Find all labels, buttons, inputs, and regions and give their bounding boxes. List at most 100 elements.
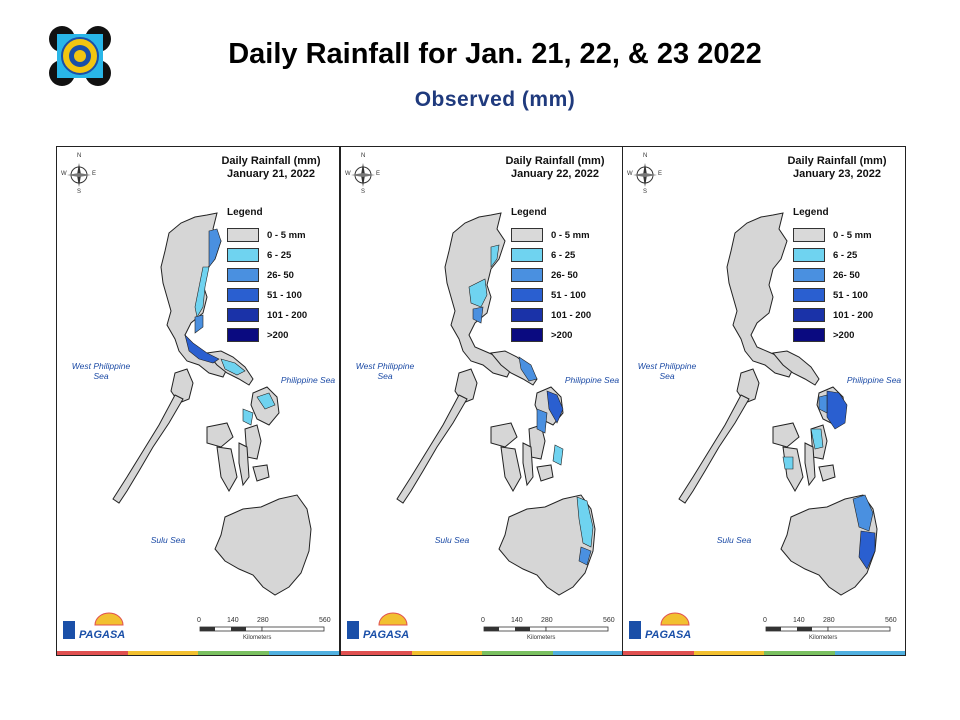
rainfall-area — [518, 356, 538, 382]
scale-tick-label: 560 — [885, 617, 897, 624]
legend-swatch — [793, 328, 825, 342]
legend-swatch — [227, 228, 259, 242]
legend-item: 6 - 25 — [227, 247, 291, 263]
island-shape — [490, 350, 538, 386]
scale-tick-label: 280 — [823, 617, 835, 624]
legend-label: 51 - 100 — [833, 289, 868, 301]
stripe-segment — [57, 651, 128, 655]
island-shape — [522, 442, 534, 487]
legend-item: 101 - 200 — [511, 307, 591, 323]
legend-label: >200 — [267, 329, 289, 341]
page-title: Daily Rainfall for Jan. 21, 22, & 23 202… — [228, 38, 762, 70]
pagasa-logo-icon — [629, 612, 690, 639]
stripe-segment — [411, 651, 482, 655]
rainfall-area — [818, 394, 828, 414]
legend-label: >200 — [551, 329, 573, 341]
rainfall-area — [782, 456, 794, 470]
stripe-segment — [623, 651, 694, 655]
legend-swatch — [227, 308, 259, 322]
legend-swatch — [793, 308, 825, 322]
legend-swatch — [227, 268, 259, 282]
panel-title-date: January 21, 2022 — [226, 168, 316, 180]
legend-item: >200 — [511, 327, 572, 343]
island-shape — [238, 442, 250, 487]
scale-tick-label: 560 — [319, 617, 331, 624]
rainfall-area — [220, 358, 246, 376]
stripe-segment — [341, 651, 412, 655]
sea-label-east: Philippine Sea — [280, 375, 336, 385]
rainfall-area — [490, 244, 500, 268]
rainfall-area — [826, 390, 848, 430]
legend-swatch — [511, 288, 543, 302]
rainfall-area — [256, 392, 276, 410]
legend-swatch — [227, 248, 259, 262]
legend-swatch — [511, 328, 543, 342]
panel-title-line1: Daily Rainfall (mm) — [221, 155, 321, 167]
legend-item: 51 - 100 — [793, 287, 868, 303]
legend-label: 0 - 5 mm — [551, 229, 590, 241]
legend-item: 0 - 5 mm — [227, 227, 306, 243]
legend-item: 6 - 25 — [793, 247, 857, 263]
scale-tick-label: 140 — [511, 617, 523, 624]
compass-west-label: W — [345, 171, 351, 177]
sea-label-sulu: Sulu Sea — [716, 535, 752, 545]
color-stripe — [341, 651, 623, 655]
rainfall-area — [468, 278, 488, 308]
legend-swatch — [793, 228, 825, 242]
legend-item: >200 — [227, 327, 288, 343]
island-shape — [490, 422, 518, 448]
compass-rose-icon — [633, 163, 657, 187]
pagasa-logo-icon — [63, 612, 124, 639]
rainfall-area — [852, 494, 874, 532]
rainfall-area — [552, 444, 564, 466]
stripe-segment — [482, 651, 553, 655]
rainfall-map-panel: Daily Rainfall (mm) January 23, 2022 Legen… — [622, 146, 906, 656]
rainfall-area — [576, 496, 594, 548]
scale-tick-label: 280 — [257, 617, 269, 624]
legend-item: 0 - 5 mm — [511, 227, 590, 243]
rainfall-area — [208, 228, 222, 268]
island-shape — [736, 368, 760, 404]
panel-title-line1: Daily Rainfall (mm) — [787, 155, 887, 167]
rainfall-area — [578, 546, 592, 566]
legend-swatch — [793, 248, 825, 262]
scale-bar — [483, 626, 609, 632]
scale-tick-label: 0 — [197, 617, 201, 624]
legend-swatch — [793, 288, 825, 302]
rainfall-area — [858, 530, 876, 570]
island-shape — [498, 494, 596, 596]
island-shape — [804, 442, 816, 487]
sea-label-west: West Philippine Sea — [637, 361, 697, 381]
island-shape — [726, 212, 794, 378]
island-shape — [818, 464, 836, 482]
legend-label: 101 - 200 — [833, 309, 874, 321]
compass-south-label: S — [361, 189, 366, 195]
legend-item: 26- 50 — [793, 267, 860, 283]
panel-title: Daily Rainfall (mm) January 21, 2022 — [207, 155, 335, 181]
legend-title: Legend — [793, 207, 829, 218]
stripe-segment — [552, 651, 623, 655]
legend-item: 26- 50 — [511, 267, 578, 283]
page-subtitle: Observed (mm) — [414, 88, 576, 111]
island-shape — [206, 422, 234, 448]
scale-tick-label: 280 — [541, 617, 553, 624]
legend-item: 26- 50 — [227, 267, 294, 283]
pagasa-logo-icon — [347, 612, 408, 639]
stripe-segment — [764, 651, 835, 655]
legend-label: 26- 50 — [267, 269, 294, 281]
compass-south-label: S — [643, 189, 648, 195]
legend-label: 51 - 100 — [551, 289, 586, 301]
legend-label: 0 - 5 mm — [267, 229, 306, 241]
legend-label: 6 - 25 — [833, 249, 858, 261]
panel-title: Daily Rainfall (mm) January 22, 2022 — [491, 155, 619, 181]
compass-east-label: E — [376, 171, 381, 177]
island-shape — [772, 350, 820, 386]
island-shape — [780, 494, 878, 596]
legend-label: 6 - 25 — [267, 249, 292, 261]
panel-title-line1: Daily Rainfall (mm) — [505, 155, 605, 167]
legend-swatch — [511, 228, 543, 242]
stripe-segment — [834, 651, 905, 655]
island-shape — [500, 446, 522, 493]
scale-tick-label: 560 — [603, 617, 615, 624]
stripe-segment — [693, 651, 764, 655]
